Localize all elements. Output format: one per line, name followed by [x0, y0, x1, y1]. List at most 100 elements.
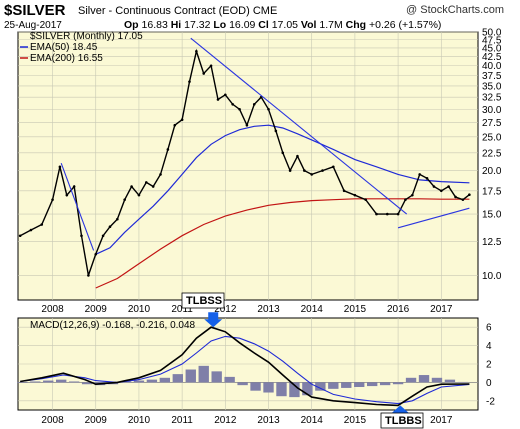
price-point	[159, 173, 162, 176]
price-point	[267, 107, 270, 111]
macd-histogram-bar	[224, 376, 235, 383]
price-point	[65, 193, 69, 197]
macd-histogram-bar	[30, 381, 41, 383]
price-point	[151, 185, 155, 188]
macd-tick-label: 0	[486, 378, 492, 389]
legend-price: $SILVER (Monthly) 17.05	[30, 31, 143, 42]
price-point	[216, 98, 220, 101]
price-panel-bg	[17, 31, 479, 301]
price-point	[51, 198, 54, 201]
macd-histogram-bar	[354, 382, 365, 387]
price-tick-label: 10.0	[482, 271, 502, 282]
price-point	[439, 189, 443, 193]
chart-symbol: $SILVER	[4, 2, 66, 19]
price-point	[468, 193, 471, 197]
price-point	[80, 234, 83, 238]
price-point	[101, 234, 105, 238]
price-point	[188, 80, 191, 83]
price-point	[116, 217, 119, 221]
macd-histogram-bar	[250, 382, 261, 391]
macd-histogram-bar	[120, 381, 132, 383]
price-point	[274, 129, 278, 133]
price-point	[40, 223, 44, 226]
legend-ema200: EMA(200) 16.55	[30, 53, 103, 64]
signal-line	[20, 335, 470, 405]
price-point	[224, 93, 227, 97]
macd-histogram-bar	[172, 374, 183, 383]
price-point	[332, 165, 335, 169]
macd-histogram-bar	[418, 375, 430, 383]
price-tick-label: 42.5	[482, 52, 502, 63]
tlbss-label: TLBSS	[186, 295, 222, 307]
price-tick-label: 45.0	[482, 43, 502, 54]
price-point	[87, 274, 90, 277]
price-point	[130, 185, 133, 188]
price-point	[288, 169, 292, 172]
year-tick-label: 2017	[430, 415, 453, 426]
year-tick-label: 2009	[85, 304, 108, 315]
price-point	[209, 64, 213, 68]
year-tick-label: 2008	[41, 304, 64, 315]
macd-histogram-bar	[185, 369, 196, 383]
macd-histogram-bar	[405, 377, 417, 383]
macd-histogram-bar	[289, 382, 300, 398]
price-tick-label: 20.0	[482, 166, 502, 177]
ohlc-stats: Op 16.83 Hi 17.32 Lo 16.09 Cl 17.05 Vol …	[124, 19, 441, 31]
price-tick-label: 25.0	[482, 132, 502, 143]
price-point	[310, 173, 314, 176]
year-tick-label: 2012	[214, 304, 237, 315]
price-point	[195, 50, 198, 53]
price-point	[238, 107, 241, 111]
macd-histogram-bar	[315, 382, 326, 391]
macd-histogram-bar	[431, 377, 443, 383]
year-tick-label: 2017	[430, 304, 453, 315]
year-tick-label: 2009	[85, 415, 108, 426]
macd-histogram-bar	[81, 382, 93, 385]
chg-label: Chg	[345, 19, 367, 31]
price-tick-label: 30.0	[482, 105, 502, 116]
macd-histogram-bar	[392, 382, 404, 385]
price-tick-label: 27.5	[482, 118, 502, 129]
op-label: Op	[124, 19, 139, 31]
price-point	[296, 154, 299, 158]
trendline	[60, 163, 95, 251]
price-tick-label: 47.5	[482, 35, 502, 46]
macd-histogram-bar	[263, 382, 274, 393]
macd-histogram-bar	[341, 382, 352, 388]
price-point	[461, 198, 465, 201]
price-tick-label: 15.0	[482, 210, 502, 221]
price-point	[321, 169, 324, 172]
macd-histogram-bar	[379, 382, 391, 386]
price-tick-label: 22.5	[482, 148, 502, 159]
cl-label: Cl	[258, 19, 269, 31]
price-tick-label: 32.5	[482, 93, 502, 104]
price-point	[385, 212, 389, 216]
price-point	[342, 189, 346, 193]
year-tick-label: 2010	[128, 304, 151, 315]
price-point	[18, 234, 22, 238]
macd-histogram-bar	[302, 382, 313, 396]
price-point	[202, 72, 206, 75]
price-point	[108, 225, 112, 229]
price-tick-label: 50.0	[482, 28, 502, 39]
price-point	[411, 193, 414, 197]
trendline	[397, 207, 470, 229]
year-tick-label: 2008	[41, 415, 64, 426]
macd-histogram-bar	[159, 377, 171, 383]
chg-value: +0.26 (+1.57%)	[369, 19, 442, 31]
price-point	[364, 198, 367, 201]
year-tick-label: 2016	[387, 304, 410, 315]
vol-label: Vol	[300, 19, 317, 31]
cl-value: 17.05	[271, 19, 298, 31]
hi-value: 17.32	[184, 19, 211, 31]
macd-histogram-bar	[146, 379, 158, 383]
price-point	[173, 123, 177, 127]
price-tick-label: 12.5	[482, 237, 502, 248]
macd-histogram-bar	[17, 382, 28, 383]
macd-histogram-bar	[68, 381, 80, 383]
macd-histogram-bar	[366, 382, 378, 387]
watermark: @ StockCharts.com	[406, 4, 504, 16]
price-point	[144, 181, 148, 184]
price-tick-label: 40.0	[482, 61, 502, 72]
